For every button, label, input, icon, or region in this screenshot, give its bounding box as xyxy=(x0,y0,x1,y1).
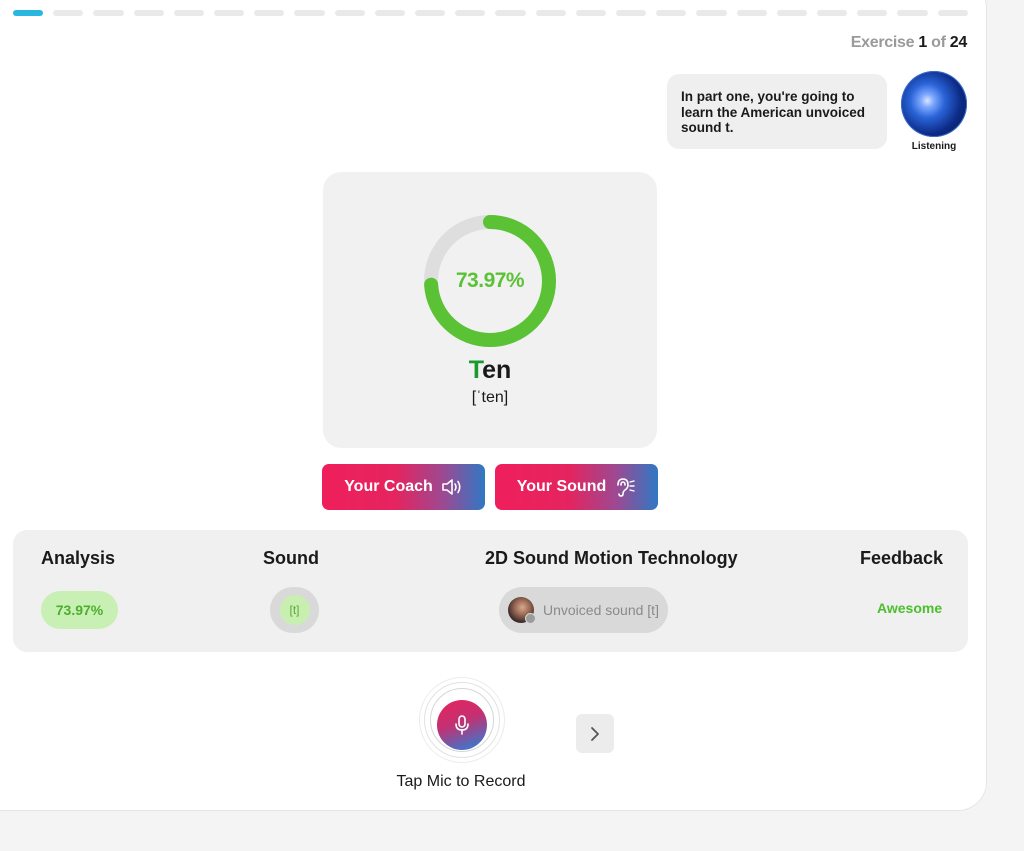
your-coach-button[interactable]: Your Coach xyxy=(322,464,485,510)
target-word-highlight: T xyxy=(468,356,483,384)
analysis-panel: Analysis Sound 2D Sound Motion Technolog… xyxy=(13,530,968,652)
your-sound-label: Your Sound xyxy=(516,478,607,495)
target-word-rest: en xyxy=(482,356,512,384)
exercise-progress-bar xyxy=(13,10,968,16)
record-instruction: Tap Mic to Record xyxy=(396,773,526,790)
speaker-icon xyxy=(441,479,461,495)
motion-avatar xyxy=(508,597,536,624)
progress-segment xyxy=(575,10,607,16)
progress-segment xyxy=(897,10,928,16)
progress-segment xyxy=(937,10,968,16)
record-control xyxy=(419,677,505,763)
mic-ring-middle xyxy=(424,682,500,758)
motion-header: 2D Sound Motion Technology xyxy=(485,548,738,568)
progress-segment xyxy=(254,10,285,16)
sound-header: Sound xyxy=(263,548,319,568)
progress-segment xyxy=(857,10,888,16)
coach-avatar[interactable] xyxy=(901,71,967,137)
motion-video-button[interactable]: Unvoiced sound [t] xyxy=(499,587,668,633)
progress-segment xyxy=(93,10,124,16)
your-sound-button[interactable]: Your Sound xyxy=(495,464,658,510)
progress-segment xyxy=(455,10,486,16)
score-percentage: 73.97% xyxy=(455,269,525,292)
exercise-label: Exercise xyxy=(850,34,915,51)
your-coach-label: Your Coach xyxy=(344,478,433,495)
exercise-of: of xyxy=(931,34,946,51)
analysis-score-badge: 73.97% xyxy=(41,591,118,629)
next-button[interactable] xyxy=(576,714,614,753)
motion-label: Unvoiced sound [t] xyxy=(543,602,659,618)
progress-segment xyxy=(334,10,365,16)
feedback-header: Feedback xyxy=(860,548,944,568)
coach-status: Listening xyxy=(911,141,957,152)
progress-segment xyxy=(294,10,325,16)
progress-segment xyxy=(736,10,767,16)
progress-segment xyxy=(616,10,647,16)
ear-icon xyxy=(617,478,635,497)
coach-message-bubble: In part one, you're going to learn the A… xyxy=(667,74,887,149)
sound-play-button[interactable]: [t] xyxy=(270,587,319,633)
progress-segment xyxy=(214,10,245,16)
progress-segment xyxy=(53,10,84,16)
word-card: 73.97% Ten [ˈten] xyxy=(323,172,657,448)
progress-segment xyxy=(133,10,164,16)
score-ring-fill xyxy=(424,215,556,347)
progress-segment xyxy=(415,10,446,16)
progress-segment xyxy=(374,10,406,16)
mic-ring-outer xyxy=(419,677,505,763)
target-word: Ten xyxy=(323,356,657,385)
progress-segment xyxy=(535,10,566,16)
progress-segment xyxy=(173,10,205,16)
analysis-header: Analysis xyxy=(41,548,116,568)
progress-segment xyxy=(817,10,848,16)
progress-segment xyxy=(495,10,526,16)
record-button[interactable] xyxy=(437,700,487,750)
chevron-right-icon xyxy=(591,726,599,741)
microphone-icon xyxy=(455,715,469,735)
exercise-current: 1 xyxy=(918,34,927,51)
progress-segment xyxy=(656,10,687,16)
feedback-value: Awesome xyxy=(877,600,943,616)
progress-segment xyxy=(776,10,808,16)
sound-symbol: [t] xyxy=(279,595,310,625)
exercise-counter: Exercise 1 of 24 xyxy=(850,34,968,52)
progress-segment xyxy=(13,10,44,16)
score-ring xyxy=(424,215,556,347)
target-word-ipa: [ˈten] xyxy=(471,389,509,406)
exercise-total: 24 xyxy=(949,34,968,51)
progress-segment xyxy=(696,10,727,16)
